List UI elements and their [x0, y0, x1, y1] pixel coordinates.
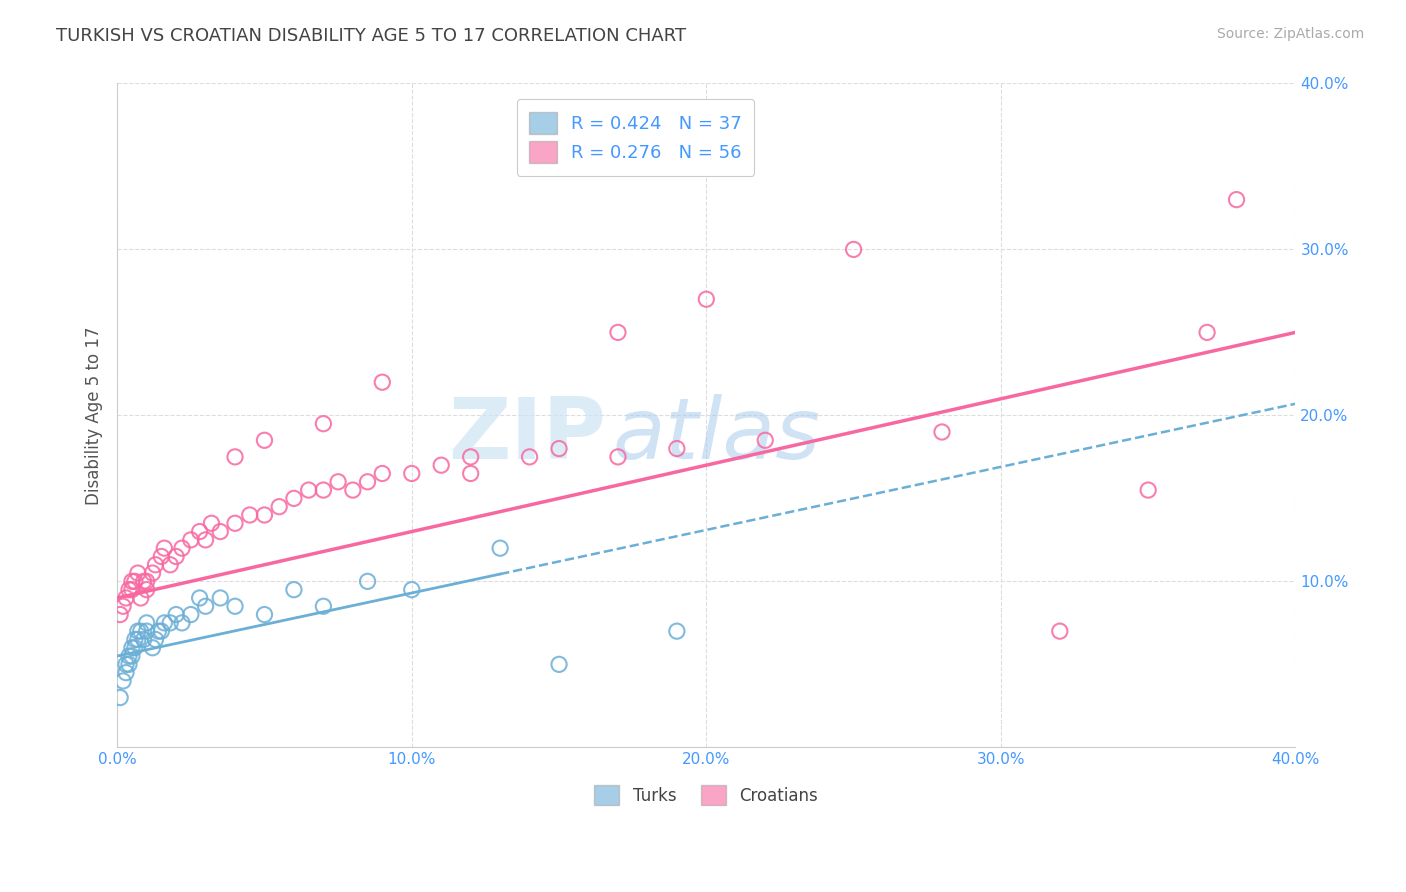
Point: [127, 624, 149, 639]
Point: [153, 615, 176, 630]
Point: [141, 566, 163, 580]
Point: [135, 624, 157, 639]
Point: [342, 483, 364, 497]
Point: [224, 599, 246, 614]
Point: [298, 483, 321, 497]
Point: [931, 425, 953, 439]
Point: [132, 632, 155, 647]
Point: [121, 640, 143, 655]
Point: [129, 591, 152, 605]
Point: [754, 434, 776, 448]
Point: [132, 574, 155, 589]
Point: [180, 533, 202, 547]
Point: [159, 558, 181, 572]
Point: [135, 574, 157, 589]
Point: [548, 657, 571, 672]
Point: [124, 632, 146, 647]
Point: [401, 582, 423, 597]
Point: [269, 500, 291, 514]
Point: [127, 566, 149, 580]
Point: [124, 574, 146, 589]
Text: Source: ZipAtlas.com: Source: ZipAtlas.com: [1216, 27, 1364, 41]
Point: [194, 533, 217, 547]
Point: [148, 624, 170, 639]
Point: [401, 467, 423, 481]
Point: [1197, 326, 1219, 340]
Point: [159, 615, 181, 630]
Point: [118, 657, 141, 672]
Point: [548, 442, 571, 456]
Point: [209, 524, 232, 539]
Point: [224, 516, 246, 531]
Point: [1225, 193, 1247, 207]
Point: [108, 607, 131, 622]
Text: ZIP: ZIP: [449, 393, 606, 477]
Point: [188, 591, 211, 605]
Point: [112, 599, 135, 614]
Point: [135, 615, 157, 630]
Point: [312, 599, 335, 614]
Point: [371, 467, 394, 481]
Point: [145, 558, 167, 572]
Point: [519, 450, 541, 464]
Point: [460, 467, 482, 481]
Point: [188, 524, 211, 539]
Point: [121, 648, 143, 663]
Point: [112, 673, 135, 688]
Point: [842, 243, 865, 257]
Point: [121, 574, 143, 589]
Point: [1049, 624, 1071, 639]
Point: [209, 591, 232, 605]
Point: [118, 582, 141, 597]
Point: [165, 549, 187, 564]
Point: [283, 491, 305, 506]
Point: [312, 417, 335, 431]
Point: [460, 450, 482, 464]
Y-axis label: Disability Age 5 to 17: Disability Age 5 to 17: [86, 326, 103, 505]
Point: [665, 442, 688, 456]
Point: [489, 541, 512, 556]
Legend: Turks, Croatians: Turks, Croatians: [588, 779, 825, 812]
Point: [121, 582, 143, 597]
Point: [145, 632, 167, 647]
Point: [170, 541, 193, 556]
Point: [115, 657, 138, 672]
Point: [194, 599, 217, 614]
Point: [607, 450, 630, 464]
Point: [150, 549, 173, 564]
Point: [200, 516, 222, 531]
Point: [115, 591, 138, 605]
Point: [165, 607, 187, 622]
Point: [283, 582, 305, 597]
Point: [695, 292, 717, 306]
Point: [1137, 483, 1160, 497]
Point: [118, 648, 141, 663]
Point: [430, 458, 453, 473]
Point: [127, 632, 149, 647]
Point: [153, 541, 176, 556]
Point: [371, 375, 394, 389]
Point: [312, 483, 335, 497]
Point: [239, 508, 262, 522]
Point: [124, 640, 146, 655]
Point: [607, 326, 630, 340]
Point: [129, 624, 152, 639]
Point: [253, 434, 276, 448]
Point: [356, 475, 378, 489]
Point: [224, 450, 246, 464]
Point: [253, 607, 276, 622]
Point: [108, 690, 131, 705]
Point: [141, 640, 163, 655]
Point: [115, 665, 138, 680]
Text: TURKISH VS CROATIAN DISABILITY AGE 5 TO 17 CORRELATION CHART: TURKISH VS CROATIAN DISABILITY AGE 5 TO …: [56, 27, 686, 45]
Point: [180, 607, 202, 622]
Point: [356, 574, 378, 589]
Text: atlas: atlas: [612, 393, 820, 477]
Point: [170, 615, 193, 630]
Point: [150, 624, 173, 639]
Point: [326, 475, 349, 489]
Point: [253, 508, 276, 522]
Point: [135, 582, 157, 597]
Point: [665, 624, 688, 639]
